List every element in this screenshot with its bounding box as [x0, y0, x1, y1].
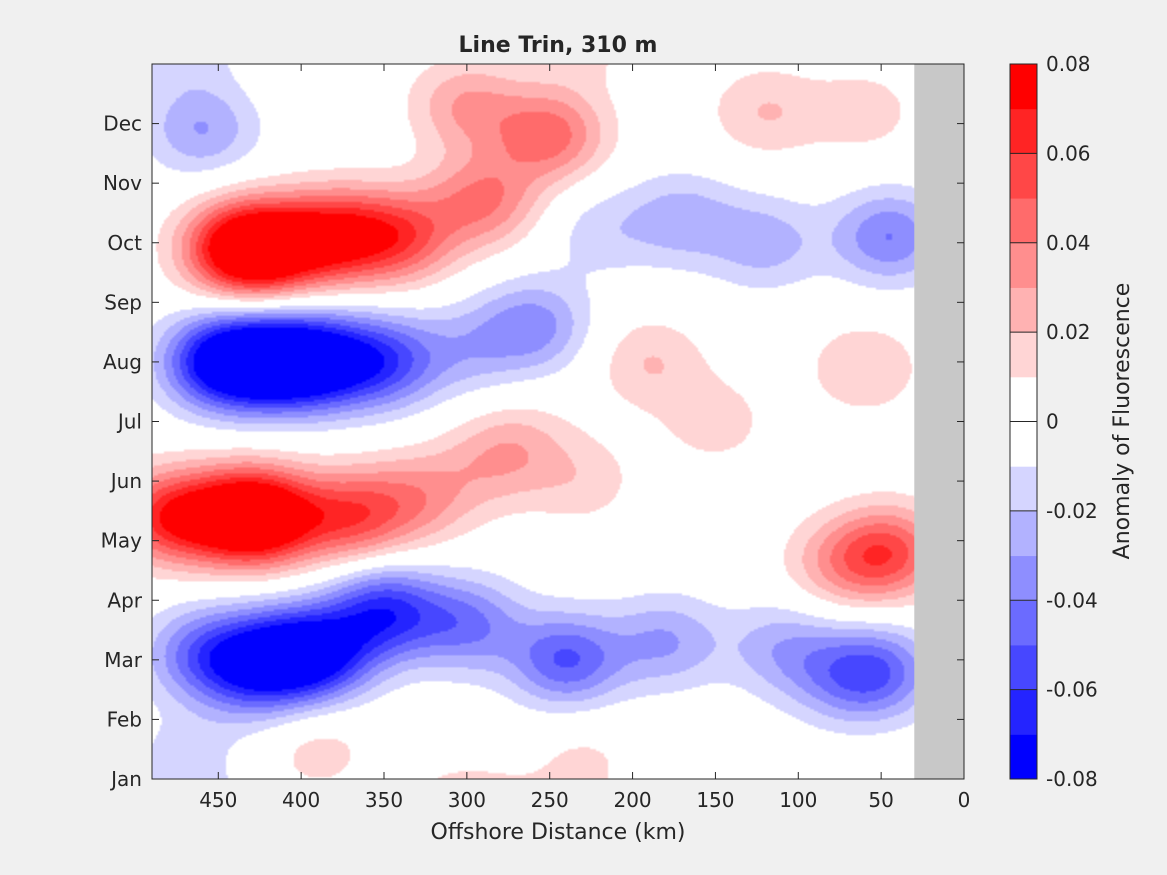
x-tick-label: 50: [868, 788, 893, 812]
y-tick-label: Nov: [103, 171, 142, 195]
x-tick-label: 450: [199, 788, 237, 812]
colorbar-swatch: [1010, 242, 1037, 288]
colorbar-tick-label: -0.02: [1046, 499, 1098, 523]
colorbar-tick-label: 0.02: [1046, 320, 1091, 344]
colorbar-swatch: [1010, 421, 1037, 467]
colorbar-label: Anomaly of Fluorescence: [1110, 283, 1135, 560]
colorbar-swatch: [1010, 64, 1037, 110]
colorbar-swatch: [1010, 555, 1037, 601]
colorbar-swatch: [1010, 734, 1037, 780]
colorbar-tick-label: -0.08: [1046, 767, 1098, 791]
y-tick-label: Sep: [104, 290, 142, 314]
colorbar-swatch: [1010, 376, 1037, 422]
y-tick-label: Apr: [107, 588, 142, 612]
colorbar-tick-label: -0.04: [1046, 588, 1098, 612]
colorbar-swatch: [1010, 689, 1037, 735]
colorbar-swatch: [1010, 198, 1037, 244]
colorbar-swatch: [1010, 287, 1037, 333]
x-tick-label: 200: [613, 788, 651, 812]
colorbar: 0.08 0.06 0.04 0.02 0 -0.02 -0.04 -0.06 -0.08 An…: [1009, 52, 1135, 791]
no-data-region: [914, 64, 964, 779]
colorbar-tick-label: 0: [1046, 410, 1059, 434]
colorbar-swatch: [1010, 332, 1037, 378]
x-tick-label: 0: [958, 788, 971, 812]
colorbar-swatch: [1010, 600, 1037, 646]
x-tick-label: 350: [365, 788, 403, 812]
x-axis-label: Offshore Distance (km): [431, 820, 686, 845]
y-tick-label: May: [101, 529, 143, 553]
colorbar-tick-label: 0.08: [1046, 52, 1091, 76]
y-tick-label: Mar: [104, 648, 143, 672]
colorbar-tick-label: 0.06: [1046, 141, 1091, 165]
chart-title: Line Trin, 310 m: [459, 33, 658, 58]
y-axis: Jan Feb Mar Apr May Jun Jul Aug Sep Oct Nov Dec: [101, 112, 964, 791]
colorbar-swatch: [1010, 108, 1037, 154]
colorbar-tick-label: 0.04: [1046, 231, 1091, 255]
x-axis: 450 400 350 300 250 200 150 100 50 0: [199, 64, 970, 812]
colorbar-swatch: [1010, 644, 1037, 691]
colorbar-swatch: [1010, 510, 1037, 557]
plot-area: [151, 63, 965, 780]
y-tick-label: Jun: [109, 469, 142, 493]
x-tick-label: 300: [448, 788, 486, 812]
y-tick-label: Oct: [107, 231, 142, 255]
y-tick-label: Feb: [107, 707, 142, 731]
x-tick-label: 400: [282, 788, 320, 812]
y-tick-label: Dec: [103, 112, 142, 136]
y-tick-label: Jul: [116, 410, 142, 434]
colorbar-tick-label: -0.06: [1046, 678, 1098, 702]
x-tick-label: 100: [779, 788, 817, 812]
anomaly-heatmap: [152, 64, 964, 779]
y-tick-label: Jan: [109, 767, 142, 791]
colorbar-swatch: [1010, 153, 1037, 199]
x-tick-label: 150: [696, 788, 734, 812]
y-tick-label: Aug: [103, 350, 142, 374]
x-tick-label: 250: [531, 788, 569, 812]
colorbar-swatch: [1010, 466, 1037, 512]
